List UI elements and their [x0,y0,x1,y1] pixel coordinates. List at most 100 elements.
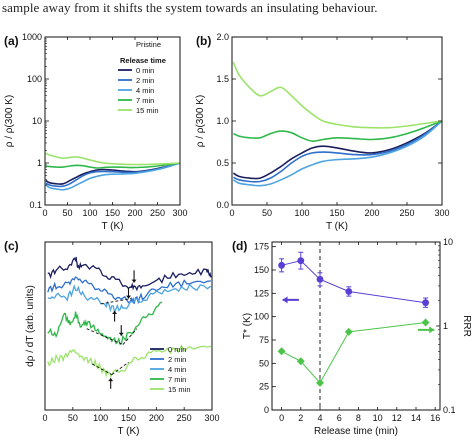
series-group [232,37,442,187]
arrow-head [126,295,131,299]
y-tick-label: 10 [32,116,42,126]
y-tick-label: 0.5 [216,158,229,168]
arrow-head [131,279,137,283]
y-tick-label: 0.1 [29,200,42,210]
x-tick-label: 200 [127,208,142,218]
x-tick-label: 100 [294,208,309,218]
y-tick-label: 100 [27,74,42,84]
y-tick-label: 0 [264,405,269,415]
y-tick-label: 150 [254,265,269,275]
legend-label: 7 min [136,96,154,105]
panel-d: 0 2 4 6 8 10 12 14 16 0 25 50 75 100 125 150 175 0.1 1 10 Re… [232,237,472,437]
legend-label: 4 min [136,86,154,95]
tstar-point [316,275,324,283]
legend-label: 4 min [168,365,186,374]
panel-letter: (b) [196,34,211,48]
caption-text: sample away from it shifts the system to… [2,0,378,15]
x-tick-label: 12 [392,413,402,423]
series-line-15-min [232,61,442,129]
y-tick-label: 100 [254,312,269,322]
legend-label: 7 min [168,375,186,384]
plot-frame [231,36,443,206]
y-tick-label: 2.0 [216,32,229,42]
panel-letter: (a) [4,34,19,48]
series-line-pristine [400,37,442,121]
y-right-axis-label: RRR [461,315,472,337]
x-tick-label: 50 [262,208,272,218]
series-line-15-min [45,152,180,166]
arrow-head [108,378,114,382]
x-tick-label: 0 [229,208,234,218]
x-tick-label: 6 [337,413,342,423]
series-line-0-min [47,256,212,292]
x-tick-label: 250 [150,208,165,218]
series-line-7-min [47,301,163,346]
y-tick-label: 175 [254,242,269,252]
panel-a: 0 50 100 150 200 250 300 0.1 1 10 100 1000 T (K) ρ / … [4,32,188,232]
series-line-2-min [47,276,211,305]
y-tick-label: 75 [259,335,269,345]
x-tick-label: 250 [399,208,414,218]
x-tick-label: 150 [329,208,344,218]
y-right-tick-label: 0.1 [443,405,456,415]
x-tick-label: 100 [93,413,108,423]
guide-dashed-line [122,328,138,345]
x-tick-label: 2 [298,413,303,423]
arrow-left-head [282,296,288,304]
x-tick-label: 50 [62,208,72,218]
series-group [45,152,180,191]
x-tick-label: 0 [42,413,47,423]
y-tick-label: 0.0 [216,200,229,210]
panel-b: 0 50 100 150 200 250 300 0.0 0.5 1.0 1.5 2.0 T (K) ρ … [195,32,450,232]
series-line-2-min [233,120,442,183]
legend-label: 2 min [168,355,186,364]
y-tick-label: 1 [37,158,42,168]
rrr-point [344,327,353,336]
y-right-tick-label: 1 [443,321,448,331]
rrr-point [421,318,430,327]
x-tick-label: 200 [149,413,164,423]
y-tick-label: 50 [259,358,269,368]
legend-label: 0 min [136,66,154,75]
x-axis-label: T (K) [101,221,123,232]
legend-label: 2 min [136,76,154,85]
y-axis-label: dρ / dT (arb. units) [25,285,36,367]
legend-label: Pristine [136,40,161,49]
tstar-point [278,261,285,269]
y-axis-label: ρ / ρ(300 K) [4,95,15,148]
y-axis-label: ρ / ρ(300 K) [195,95,206,148]
rrr-point [296,357,305,366]
arrow-head [118,332,124,336]
y-tick-label: 1000 [22,32,42,42]
series-line-4-min [45,162,180,191]
rrr-point [316,378,324,387]
rrr-point [277,347,286,356]
tstar-line [281,260,426,304]
x-tick-label: 10 [373,413,383,423]
panel-letter: (c) [4,239,19,253]
x-axis-label: T (K) [117,426,139,437]
y-tick-label: 1.0 [216,116,229,126]
y-tick-label: 125 [254,288,269,298]
guide-dashed-line [100,298,132,305]
x-tick-label: 200 [364,208,379,218]
arrow-head [112,310,118,314]
x-tick-label: 50 [68,413,78,423]
x-tick-label: 300 [434,208,449,218]
x-tick-label: 100 [82,208,97,218]
legend-label: 15 min [136,106,159,115]
series-line-4-min [47,283,212,315]
panel-letter: (d) [232,239,247,253]
guide-dashed-line [92,363,113,376]
series-line-15-min [47,344,212,378]
series-group [47,256,212,378]
x-tick-label: 0 [279,413,284,423]
x-tick-label: 4 [317,413,322,423]
y-axis-label: T* (K) [242,313,253,339]
y-tick-label: 25 [259,382,269,392]
x-axis-label: T (K) [326,221,348,232]
x-tick-label: 150 [105,208,120,218]
x-axis-label: Release time (min) [314,426,398,437]
rrr-line [281,322,426,384]
